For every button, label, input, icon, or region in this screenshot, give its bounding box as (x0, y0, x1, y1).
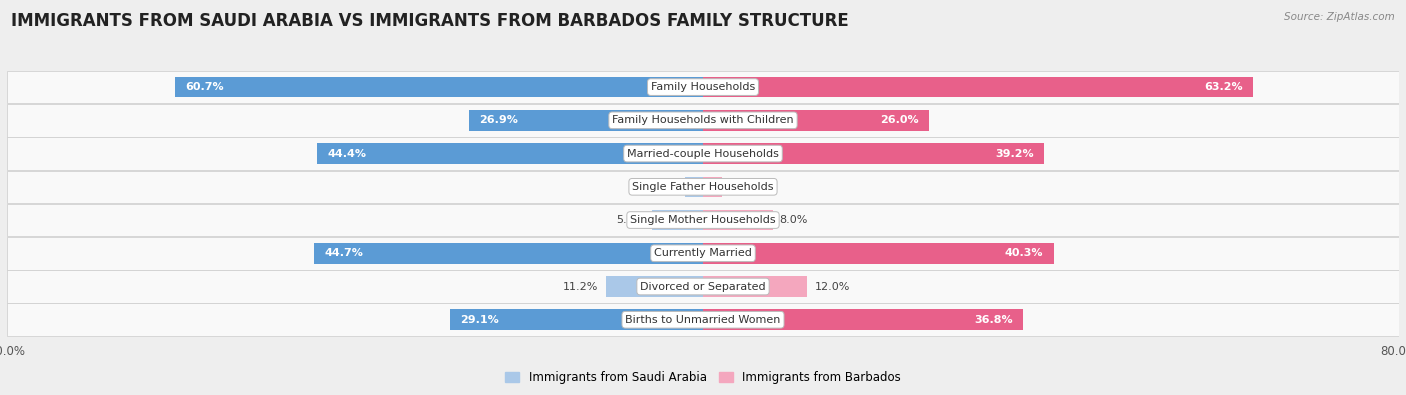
Text: Married-couple Households: Married-couple Households (627, 149, 779, 158)
Legend: Immigrants from Saudi Arabia, Immigrants from Barbados: Immigrants from Saudi Arabia, Immigrants… (501, 366, 905, 389)
Text: IMMIGRANTS FROM SAUDI ARABIA VS IMMIGRANTS FROM BARBADOS FAMILY STRUCTURE: IMMIGRANTS FROM SAUDI ARABIA VS IMMIGRAN… (11, 12, 849, 30)
Bar (7, 204, 1399, 236)
Bar (470, 110, 703, 131)
Text: Divorced or Separated: Divorced or Separated (640, 282, 766, 292)
Text: 40.3%: 40.3% (1005, 248, 1043, 258)
Text: 60.7%: 60.7% (186, 82, 224, 92)
Text: 26.9%: 26.9% (479, 115, 519, 125)
Text: 5.9%: 5.9% (616, 215, 645, 225)
Text: 36.8%: 36.8% (974, 315, 1012, 325)
Text: 63.2%: 63.2% (1204, 82, 1243, 92)
Text: 39.2%: 39.2% (995, 149, 1033, 158)
Text: 2.1%: 2.1% (650, 182, 678, 192)
Bar (7, 137, 1399, 170)
Text: 29.1%: 29.1% (460, 315, 499, 325)
Bar (703, 110, 929, 131)
Bar (7, 171, 1399, 203)
Bar (7, 104, 1399, 137)
Bar (703, 77, 1253, 98)
Text: Single Father Households: Single Father Households (633, 182, 773, 192)
Bar (174, 77, 703, 98)
Bar (703, 276, 807, 297)
Text: 11.2%: 11.2% (564, 282, 599, 292)
Bar (7, 303, 1399, 336)
Bar (685, 177, 703, 197)
Text: 8.0%: 8.0% (779, 215, 808, 225)
Text: Single Mother Households: Single Mother Households (630, 215, 776, 225)
Bar (450, 309, 703, 330)
Text: 12.0%: 12.0% (814, 282, 849, 292)
Bar (703, 210, 773, 230)
Text: Family Households with Children: Family Households with Children (612, 115, 794, 125)
Bar (7, 237, 1399, 269)
Bar (606, 276, 703, 297)
Bar (7, 270, 1399, 303)
Text: 44.7%: 44.7% (325, 248, 363, 258)
Text: Currently Married: Currently Married (654, 248, 752, 258)
Text: Source: ZipAtlas.com: Source: ZipAtlas.com (1284, 12, 1395, 22)
Text: 26.0%: 26.0% (880, 115, 918, 125)
Bar (703, 177, 723, 197)
Bar (7, 71, 1399, 103)
Bar (316, 143, 703, 164)
Text: Births to Unmarried Women: Births to Unmarried Women (626, 315, 780, 325)
Bar (703, 143, 1045, 164)
Text: 44.4%: 44.4% (328, 149, 366, 158)
Bar (651, 210, 703, 230)
Bar (703, 309, 1024, 330)
Bar (314, 243, 703, 263)
Text: 2.2%: 2.2% (730, 182, 758, 192)
Bar (703, 243, 1053, 263)
Text: Family Households: Family Households (651, 82, 755, 92)
